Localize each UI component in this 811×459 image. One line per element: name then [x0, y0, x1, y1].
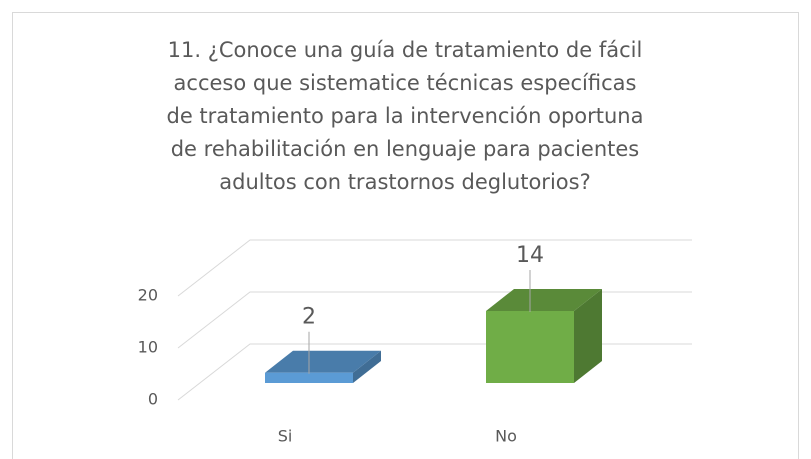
y-tick-label: 20: [138, 286, 158, 305]
x-tick-label: Si: [278, 427, 293, 446]
y-tick-label: 0: [148, 390, 158, 409]
bar-side: [574, 289, 602, 383]
bar-top: [265, 350, 381, 373]
grid-line: [177, 239, 692, 297]
data-label: 2: [302, 305, 316, 330]
bar-side: [353, 350, 381, 383]
bar: [486, 311, 574, 383]
y-tick-label: 10: [138, 338, 158, 357]
x-tick-label: No: [495, 427, 517, 446]
bar: [265, 372, 353, 383]
chart-border: [12, 12, 799, 459]
bar-top: [486, 289, 602, 311]
chart-title: 11. ¿Conoce una guía de tratamiento de f…: [166, 38, 644, 194]
data-label: 14: [516, 243, 544, 268]
